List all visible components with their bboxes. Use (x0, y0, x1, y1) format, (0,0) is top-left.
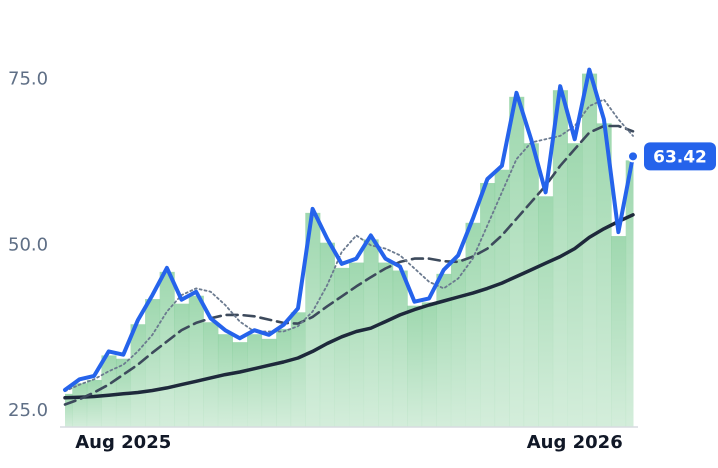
area-shade (523, 143, 539, 427)
area-shade (625, 160, 634, 428)
area-shade (582, 73, 598, 427)
area-shade (232, 342, 248, 427)
area-shade (407, 305, 423, 427)
series-line (64, 98, 634, 393)
y-tick-label: 50.0 (8, 234, 48, 255)
y-tick-label: 25.0 (8, 400, 48, 421)
area-shade (174, 303, 190, 427)
area-shade (392, 270, 408, 427)
area-shade (465, 222, 481, 427)
last-value-badge (644, 142, 716, 171)
x-tick-label: Aug 2025 (75, 432, 171, 453)
last-value-label: 63.42 (653, 147, 707, 167)
area-shade (436, 273, 452, 427)
area-shade (538, 196, 554, 427)
area-shade (596, 123, 612, 427)
area-shade (290, 312, 306, 427)
area-shade (261, 338, 277, 427)
area-shade (159, 271, 175, 427)
area-shade (86, 379, 102, 427)
area-shade (363, 239, 379, 427)
area-shade (247, 334, 263, 427)
area-shade (509, 96, 525, 428)
area-shade (480, 183, 496, 427)
area-shade (319, 242, 335, 427)
area-shade (378, 262, 394, 427)
area-shade (217, 334, 233, 427)
area-shade (130, 324, 146, 427)
area-shade (72, 383, 88, 427)
y-tick-label: 75.0 (8, 69, 48, 90)
x-tick-label: Aug 2026 (527, 432, 623, 453)
area-shade (188, 295, 204, 427)
area-shade (276, 328, 292, 427)
area-shade (334, 267, 350, 427)
series-line (63, 124, 635, 406)
area-shade (552, 90, 568, 428)
area-shade (567, 143, 583, 427)
last-point (627, 150, 639, 163)
area-shade (349, 262, 365, 427)
area-shade (203, 322, 219, 427)
series-line (63, 213, 635, 400)
area-shade (421, 302, 437, 427)
area-shade (145, 299, 161, 427)
area-shade (450, 259, 467, 427)
area-shade (494, 169, 510, 427)
area-shade (305, 212, 321, 427)
area-shade (65, 393, 73, 427)
series-line (63, 67, 635, 392)
area-shade (611, 236, 627, 427)
area-shade (101, 355, 117, 427)
